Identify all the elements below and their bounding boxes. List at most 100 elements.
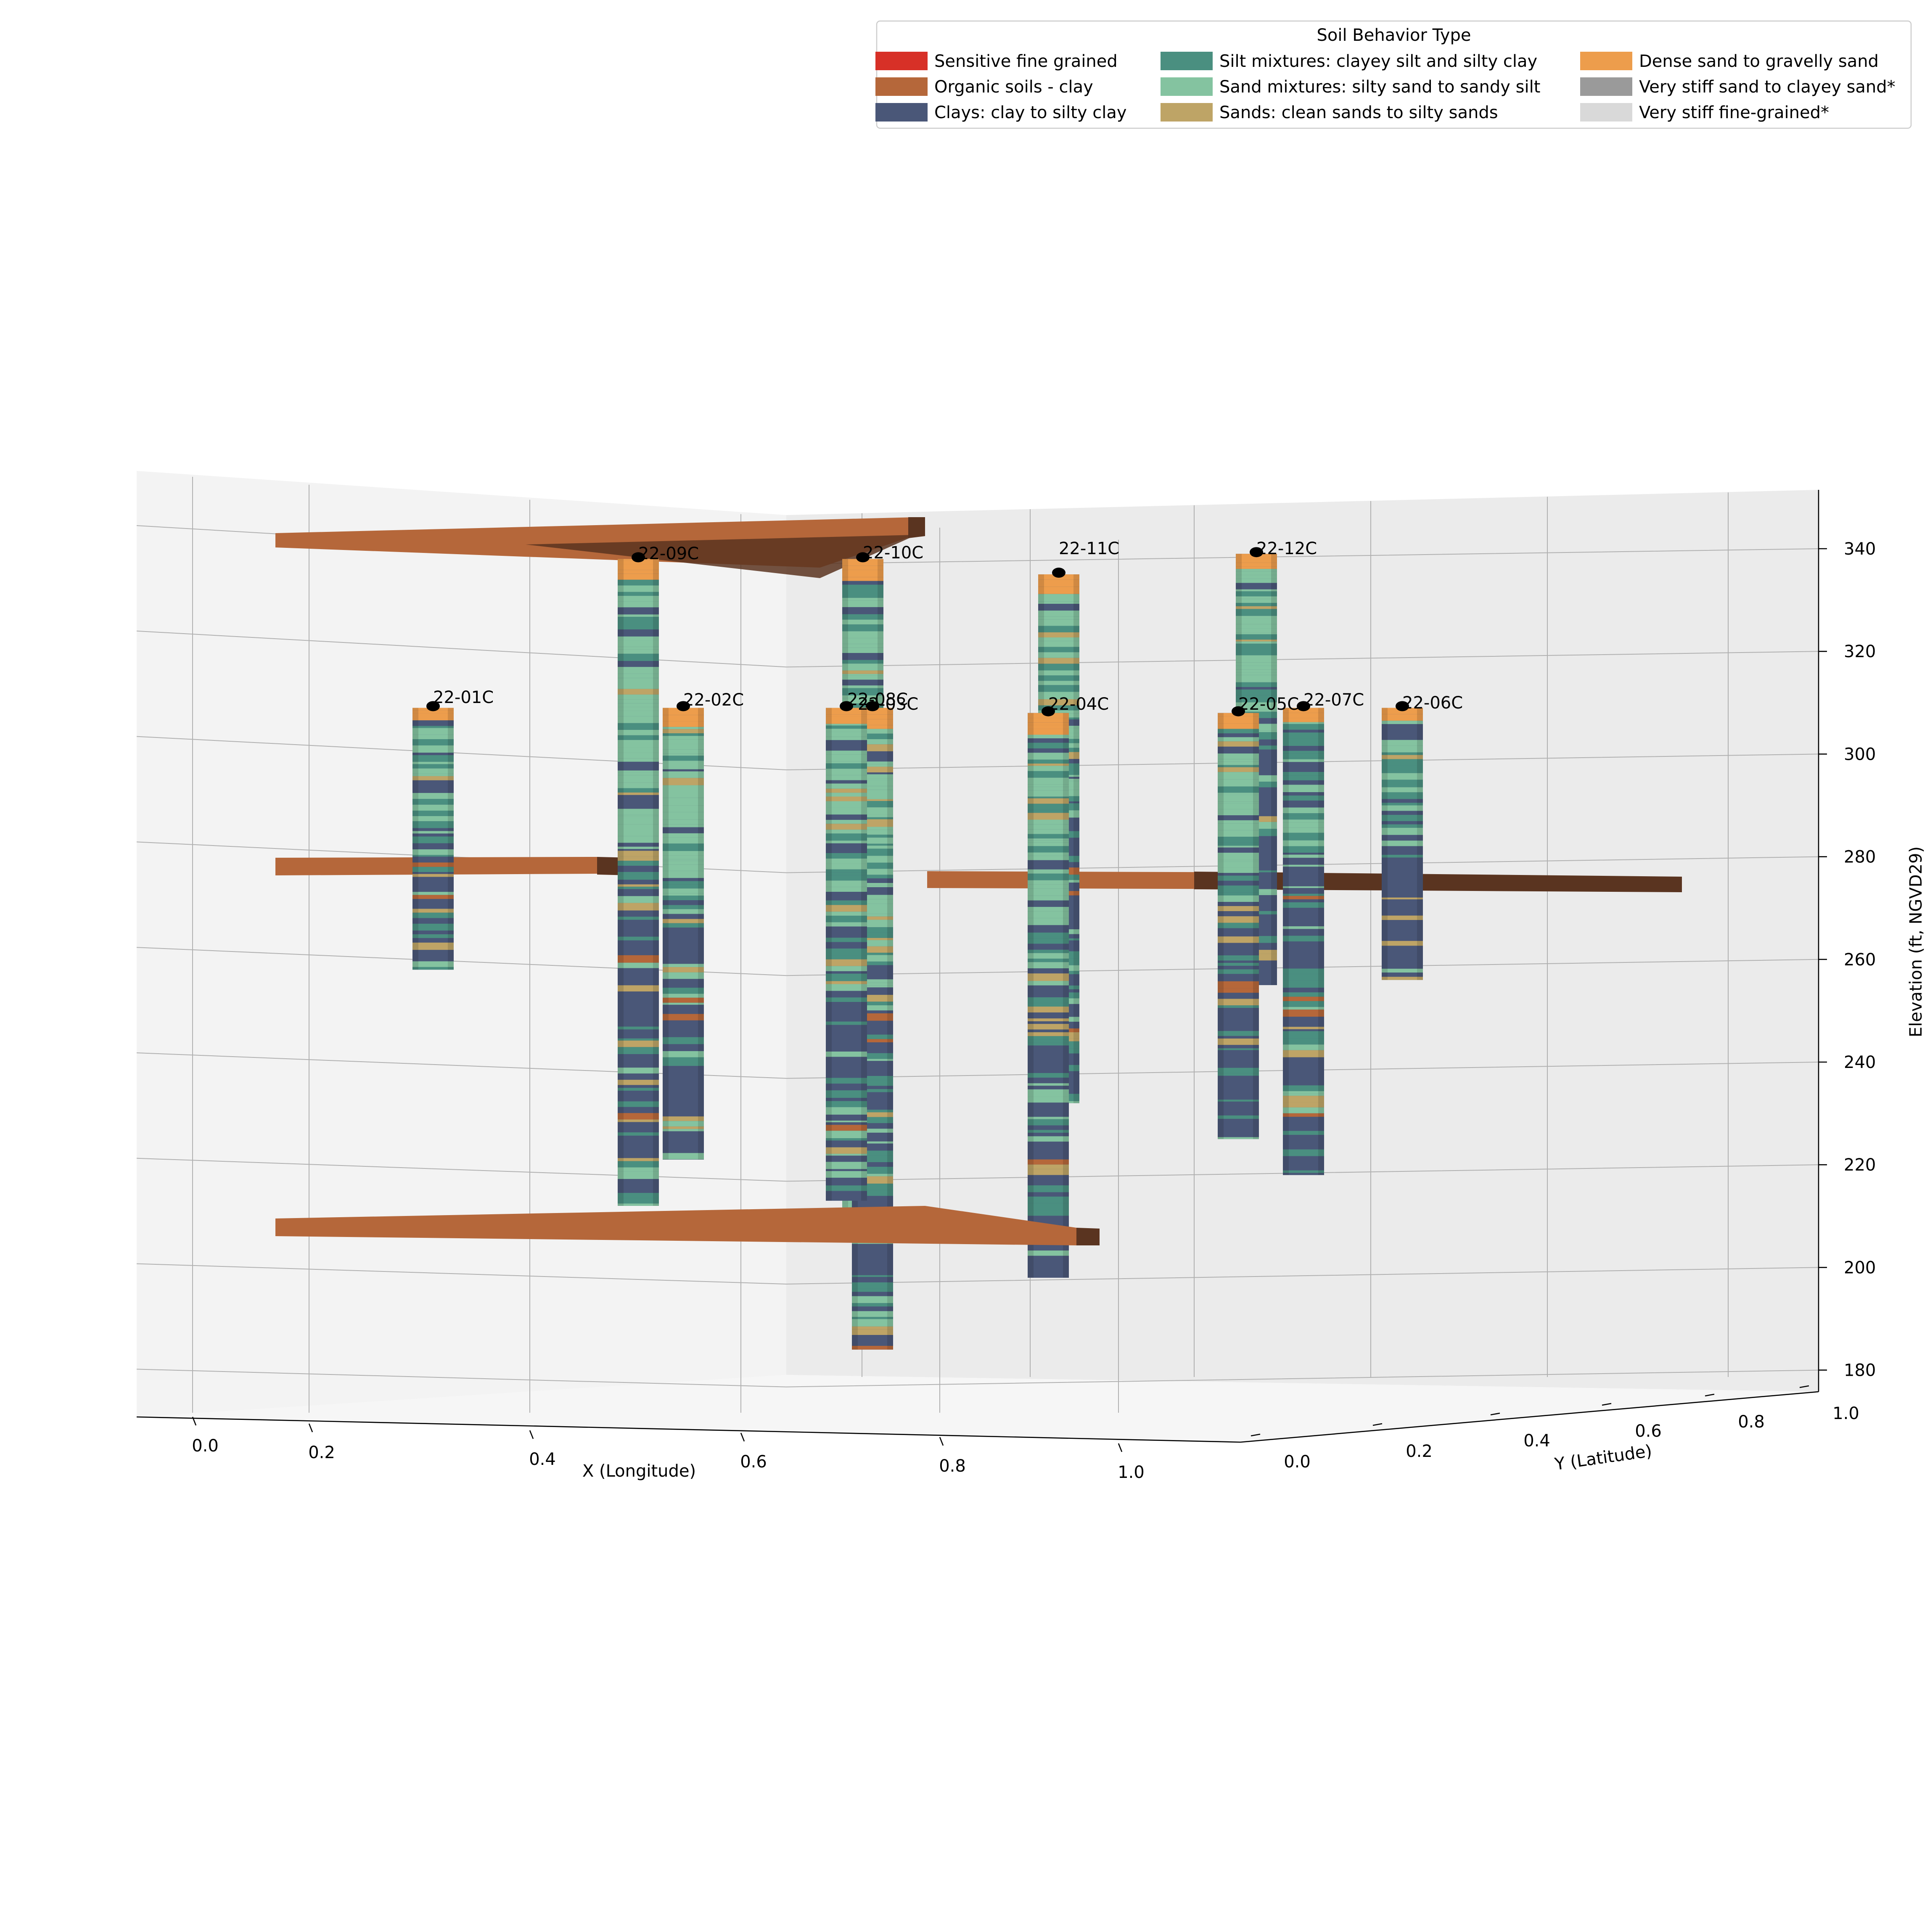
soil-layer: [618, 896, 659, 903]
soil-layer: [1382, 799, 1423, 803]
soil-layer: [1038, 611, 1079, 617]
soil-layer: [1218, 765, 1259, 767]
soil-layer: [842, 663, 883, 671]
soil-layer: [1038, 675, 1079, 681]
soil-layer: [412, 867, 454, 872]
soil-layer: [1218, 873, 1259, 876]
soil-layer: [1218, 737, 1259, 742]
soil-layer: [852, 1141, 893, 1144]
borehole-shade-left: [663, 708, 669, 1160]
soil-layer: [842, 624, 883, 632]
soil-layer: [618, 880, 659, 885]
soil-layer: [852, 938, 893, 940]
axes-lines: [136, 490, 1819, 1443]
soil-layer: [1028, 834, 1069, 839]
soil-layer: [1283, 893, 1324, 896]
borehole-collar-marker: [1297, 701, 1310, 711]
soil-layer: [1236, 650, 1277, 655]
soil-layer: [826, 900, 867, 905]
soil-layer: [618, 940, 659, 946]
soil-layer: [826, 1047, 867, 1052]
soil-layer: [1028, 1275, 1069, 1277]
soil-layer: [618, 936, 659, 941]
soil-layer: [1283, 1085, 1324, 1092]
soil-layer: [1028, 944, 1069, 950]
soil-layer: [826, 936, 867, 938]
soil-layer: [1028, 840, 1069, 843]
soil-layer: [1283, 822, 1324, 828]
soil-layer: [618, 1193, 659, 1198]
soil-layer: [852, 1277, 893, 1279]
soil-layer: [852, 1329, 893, 1335]
soil-layer: [618, 647, 659, 650]
soil-layer: [1382, 859, 1423, 864]
legend-title: Soil Behavior Type: [1317, 26, 1471, 45]
soil-layer: [842, 685, 883, 688]
soil-layer: [663, 923, 704, 928]
soil-layer: [826, 966, 867, 971]
soil-layer: [618, 869, 659, 872]
soil-layer: [412, 843, 454, 850]
soil-layer: [842, 679, 883, 686]
soil-layer: [1218, 1005, 1259, 1008]
soil-layer: [618, 689, 659, 695]
soil-layer: [618, 703, 659, 707]
soil-layer: [618, 1135, 659, 1141]
soil-layer: [618, 678, 659, 685]
soil-layer: [618, 1184, 659, 1189]
soil-layer: [1283, 785, 1324, 793]
soil-layer: [1218, 1031, 1259, 1036]
soil-layer: [1028, 925, 1069, 933]
soil-layer: [1283, 992, 1324, 997]
soil-layer: [1236, 634, 1277, 640]
z-tick-label: 320: [1844, 642, 1876, 661]
soil-layer: [618, 886, 659, 889]
soil-layer: [663, 1109, 704, 1117]
soil-layer: [663, 994, 704, 998]
soil-layer: [1028, 856, 1069, 860]
soil-layer: [618, 1119, 659, 1122]
soil-layer: [663, 893, 704, 896]
soil-layer: [1028, 743, 1069, 749]
soil-layer: [1028, 1068, 1069, 1073]
soil-layer: [852, 1244, 893, 1252]
borehole-collar-marker: [632, 552, 645, 563]
soil-layer: [663, 881, 704, 885]
soil-layer: [412, 856, 454, 861]
soil-layer: [1218, 1057, 1259, 1062]
borehole-shade-right: [1253, 713, 1259, 1139]
soil-layer: [826, 1154, 867, 1156]
soil-layer: [826, 1040, 867, 1047]
soil-layer: [1236, 561, 1277, 563]
soil-layer: [1028, 1003, 1069, 1007]
soil-layer: [1283, 722, 1324, 724]
z-tick-label: 220: [1844, 1155, 1876, 1175]
soil-layer: [1028, 1159, 1069, 1165]
soil-layer: [663, 805, 704, 812]
soil-layer: [1028, 1246, 1069, 1248]
borehole-collar-marker: [840, 701, 853, 711]
soil-layer: [1382, 939, 1423, 941]
soil-layer: [1038, 699, 1079, 706]
soil-layer: [1218, 906, 1259, 912]
organic-layer-upper-side: [908, 517, 925, 538]
legend-label: Very stiff sand to clayey sand*: [1639, 77, 1896, 97]
soil-layer: [826, 1191, 867, 1194]
soil-layer: [412, 735, 454, 739]
soil-layer: [1283, 738, 1324, 746]
borehole-labels: 22-09C 22-10C 22-11C 22-12C 22-01C 22-02C 22-0…: [433, 539, 1463, 714]
soil-layer: [1028, 1102, 1069, 1107]
soil-layer: [663, 948, 704, 950]
soil-layer: [618, 782, 659, 788]
soil-layer: [826, 740, 867, 744]
soil-layer: [1028, 985, 1069, 992]
soil-layer: [618, 761, 659, 768]
soil-layer: [852, 814, 893, 817]
soil-layer: [618, 574, 659, 580]
soil-layer: [826, 853, 867, 859]
soil-layer: [618, 775, 659, 783]
soil-layer: [1382, 934, 1423, 939]
soil-layer: [1382, 840, 1423, 846]
soil-layer: [1028, 1178, 1069, 1186]
soil-layer: [1283, 1121, 1324, 1127]
